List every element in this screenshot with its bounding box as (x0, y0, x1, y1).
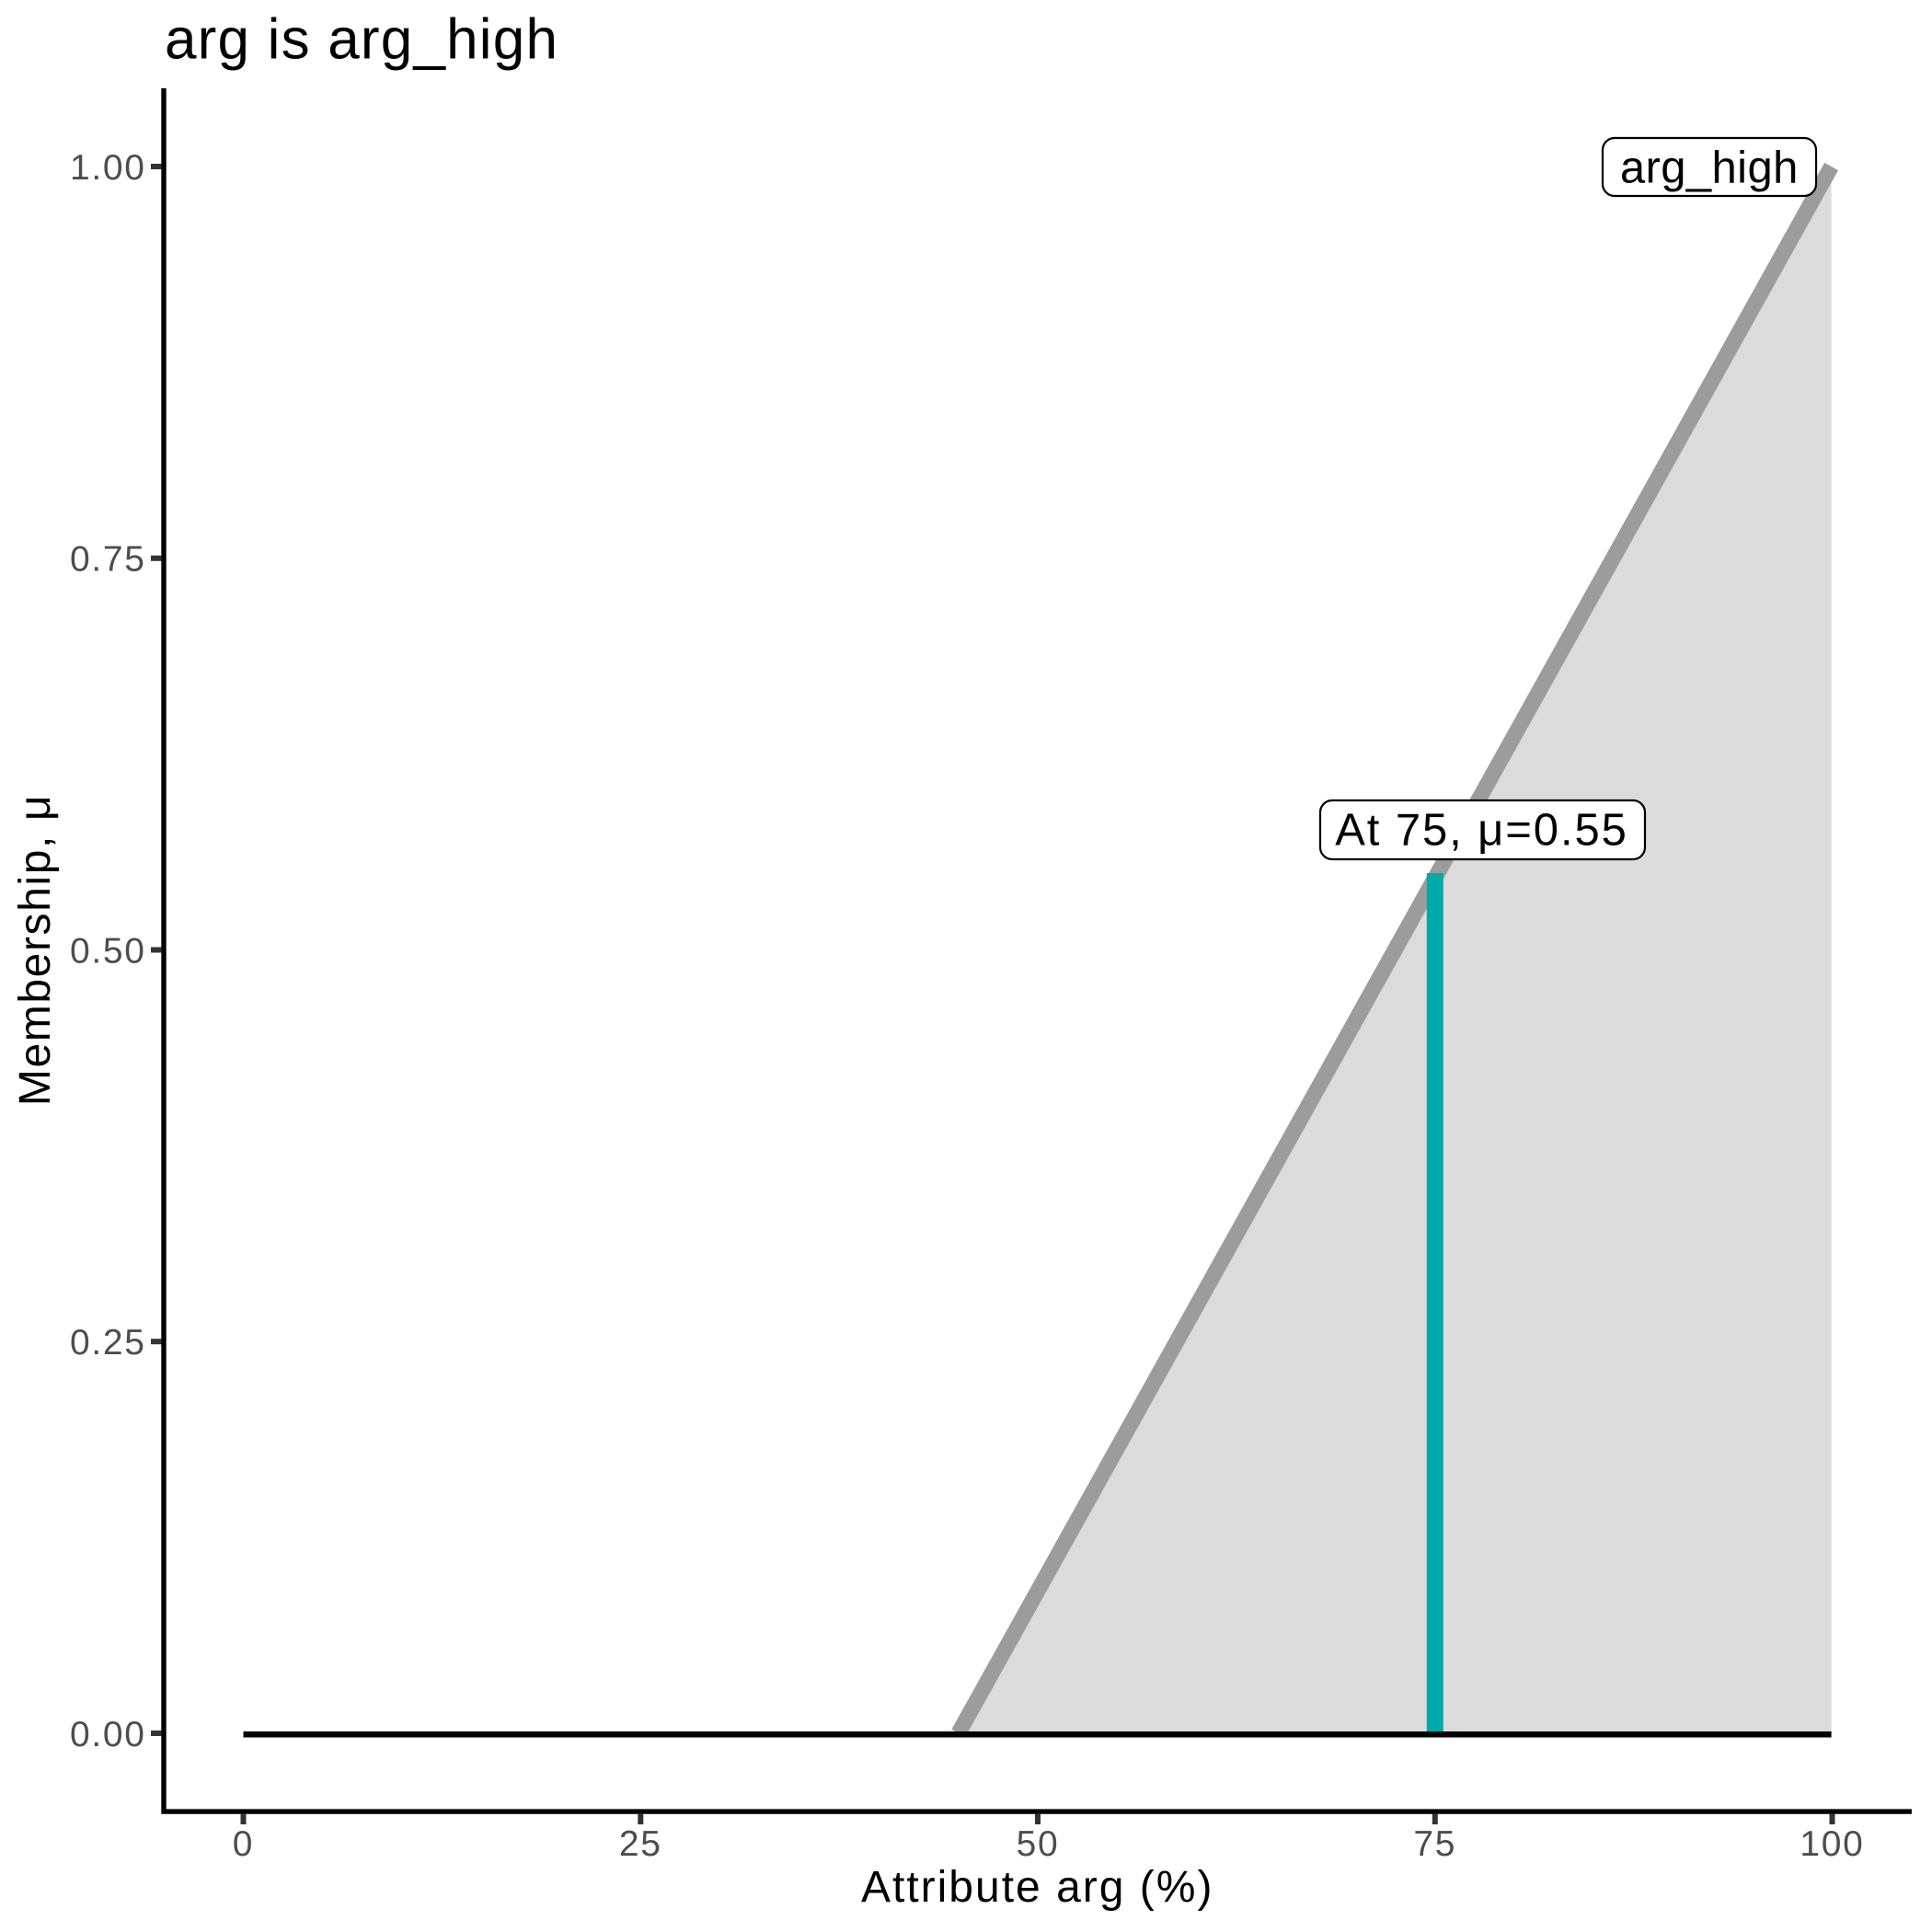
svg-text:0.00: 0.00 (70, 1715, 146, 1754)
svg-text:Attribute arg (%): Attribute arg (%) (861, 1863, 1213, 1912)
svg-text:1.00: 1.00 (70, 148, 146, 188)
svg-text:25: 25 (619, 1824, 662, 1864)
svg-text:75: 75 (1413, 1824, 1456, 1864)
svg-text:arg_high: arg_high (1620, 143, 1799, 192)
svg-text:50: 50 (1017, 1824, 1060, 1864)
svg-text:At 75, μ=0.55: At 75, μ=0.55 (1335, 806, 1628, 856)
svg-text:Membership, μ: Membership, μ (11, 794, 60, 1106)
svg-text:0: 0 (233, 1824, 254, 1864)
svg-text:0.75: 0.75 (70, 540, 146, 580)
svg-text:0.25: 0.25 (70, 1323, 146, 1363)
svg-text:0.50: 0.50 (70, 931, 146, 971)
svg-text:100: 100 (1800, 1824, 1864, 1864)
svg-text:arg is arg_high: arg is arg_high (165, 7, 558, 71)
